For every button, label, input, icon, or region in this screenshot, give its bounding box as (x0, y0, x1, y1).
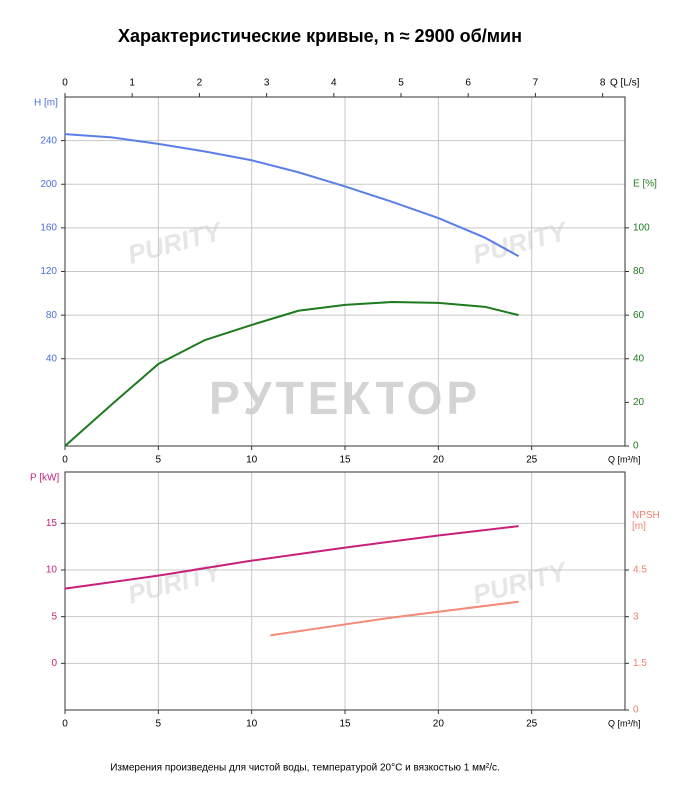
y2-tick-label: 4.5 (633, 565, 647, 576)
logo-watermark: PURITY (470, 215, 572, 269)
y-tick-label: 15 (46, 518, 58, 529)
x-tick-label: 20 (433, 455, 445, 466)
x-tick-label: 0 (62, 719, 68, 730)
watermark: РУТЕКТОР (209, 372, 481, 424)
y2-tick-label: 3 (633, 611, 639, 622)
y-tick-label: 5 (51, 611, 57, 622)
y-tick-label: 200 (40, 179, 57, 190)
x-axis-label: Q [m³/h] (608, 718, 641, 728)
y-axis-label: P [kW] (30, 473, 59, 484)
y-tick-label: 0 (51, 658, 57, 669)
x-tick-label: 10 (246, 719, 258, 730)
y-axis-label: H [m] (34, 98, 58, 109)
y2-tick-label: 0 (633, 705, 639, 716)
y2-tick-label: 1.5 (633, 658, 647, 669)
x-tick-label: 5 (156, 719, 162, 730)
x-tick-label: 25 (526, 455, 538, 466)
x2-tick-label: 1 (129, 78, 135, 89)
y2-tick-label: 80 (633, 266, 645, 277)
plot-frame (64, 471, 626, 711)
x2-tick-label: 7 (533, 78, 539, 89)
y2-tick-label: 100 (633, 223, 650, 234)
x2-tick-label: 0 (62, 78, 68, 89)
y2-tick-label: 20 (633, 397, 645, 408)
logo-watermark: PURITY (470, 555, 572, 609)
series-line (64, 133, 520, 258)
x-tick-label: 25 (526, 719, 538, 730)
y-tick-label: 80 (46, 310, 58, 321)
logo-watermark: PURITY (125, 555, 227, 609)
x2-tick-label: 4 (331, 78, 337, 89)
logo-watermark: PURITY (125, 215, 227, 269)
x2-tick-label: 8 (600, 78, 606, 89)
x-tick-label: 10 (246, 455, 258, 466)
y2-tick-label: 40 (633, 353, 645, 364)
series-line (270, 600, 519, 637)
y-tick-label: 240 (40, 135, 57, 146)
x-tick-label: 0 (62, 455, 68, 466)
y-tick-label: 160 (40, 223, 57, 234)
y2-tick-label: 60 (633, 310, 645, 321)
x2-tick-label: 6 (465, 78, 471, 89)
y2-tick-label: 0 (633, 441, 639, 452)
y2-axis-label: E [%] (633, 179, 657, 190)
footnote: Измерения произведены для чистой воды, т… (110, 763, 500, 774)
chart-title: Характеристические кривые, n ≈ 2900 об/м… (118, 26, 522, 46)
x2-tick-label: 5 (398, 78, 404, 89)
series-line (64, 525, 519, 590)
x2-axis-label: Q [L/s] (610, 78, 640, 89)
y2-axis-label: NPSH [m] (632, 510, 660, 532)
y-tick-label: 40 (46, 353, 58, 364)
plot-frame (64, 96, 626, 447)
y-tick-label: 120 (40, 266, 57, 277)
x-tick-label: 20 (433, 719, 445, 730)
x2-tick-label: 3 (264, 78, 270, 89)
series-line (64, 301, 519, 447)
x-tick-label: 5 (156, 455, 162, 466)
y-tick-label: 10 (46, 565, 58, 576)
x-tick-label: 15 (339, 455, 351, 466)
x-tick-label: 15 (339, 719, 351, 730)
x-axis-label: Q [m³/h] (608, 454, 641, 464)
x2-tick-label: 2 (197, 78, 203, 89)
